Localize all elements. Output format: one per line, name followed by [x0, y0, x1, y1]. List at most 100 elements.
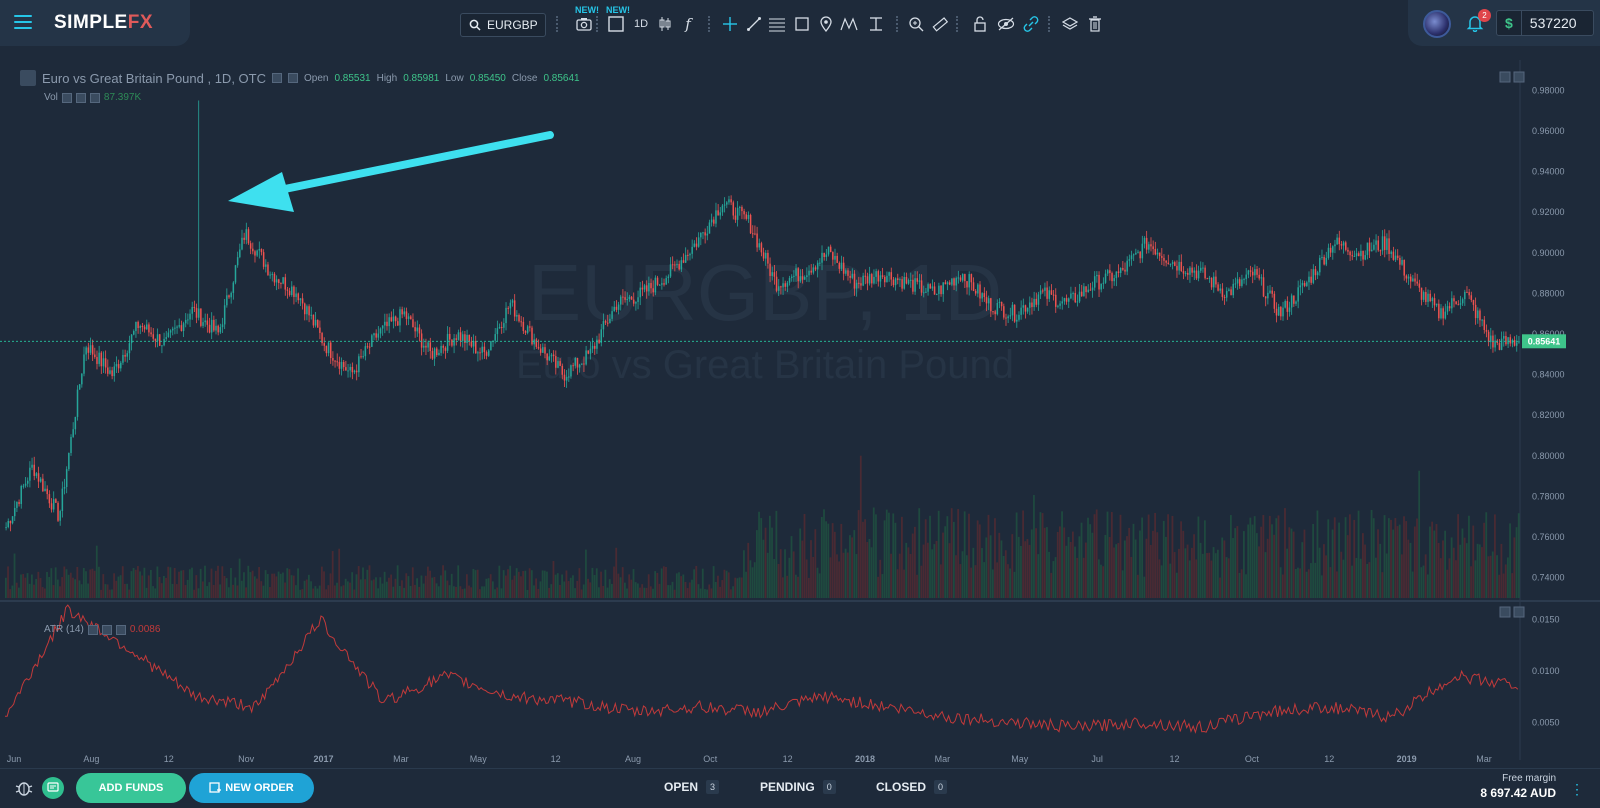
- balance-display[interactable]: $ 537220: [1496, 10, 1594, 36]
- tab-pending[interactable]: PENDING 0: [760, 780, 836, 794]
- volume-bar: [509, 565, 512, 598]
- add-funds-button[interactable]: ADD FUNDS: [76, 773, 186, 803]
- volume-bar: [1182, 530, 1185, 598]
- candle-body: [219, 327, 222, 333]
- function-icon[interactable]: f: [685, 15, 691, 33]
- visibility-icon[interactable]: [75, 92, 86, 103]
- rectangle-icon[interactable]: [792, 14, 812, 34]
- pin-icon[interactable]: [816, 14, 836, 34]
- candle-body: [232, 282, 235, 293]
- candle-body: [429, 342, 432, 352]
- candle-body: [1193, 270, 1196, 273]
- hamburger-icon[interactable]: [14, 15, 32, 29]
- chart-layout-icon[interactable]: [606, 14, 626, 34]
- volume-bar: [632, 569, 635, 598]
- volume-bar: [1128, 527, 1131, 598]
- candle-body: [1126, 260, 1128, 272]
- settings-icon[interactable]: [61, 92, 72, 103]
- more-icon[interactable]: ⋮: [1570, 781, 1584, 797]
- volume-bar: [67, 574, 70, 598]
- candle-body: [1254, 269, 1256, 276]
- volume-bar: [656, 572, 659, 598]
- ruler-icon[interactable]: [930, 14, 950, 34]
- trash-icon[interactable]: [1085, 14, 1105, 34]
- volume-bar: [269, 587, 271, 598]
- chart-symbol-icon[interactable]: [20, 70, 36, 86]
- volume-bar: [1511, 573, 1514, 598]
- symbol-search[interactable]: EURGBP: [460, 13, 546, 37]
- candle-body: [243, 237, 245, 240]
- volume-bar: [247, 565, 250, 598]
- candle-body: [154, 338, 157, 341]
- candle-body: [977, 284, 979, 294]
- bug-icon[interactable]: [14, 778, 34, 798]
- hide-icon[interactable]: [996, 14, 1016, 34]
- candle-body: [581, 363, 583, 365]
- zoom-icon[interactable]: [906, 14, 926, 34]
- volume-bar: [548, 587, 550, 598]
- volume-bar: [1184, 548, 1187, 598]
- candle-body: [970, 274, 973, 283]
- candle-body: [288, 290, 291, 296]
- candle-body: [427, 342, 429, 348]
- volume-bar: [435, 583, 438, 598]
- candle-body: [563, 374, 566, 381]
- settings-icon[interactable]: [271, 73, 282, 83]
- volume-bar: [162, 575, 165, 598]
- tab-open[interactable]: OPEN 3: [664, 780, 720, 794]
- pattern-icon[interactable]: [840, 14, 860, 34]
- candles-icon[interactable]: [655, 14, 675, 34]
- volume-bar: [963, 511, 966, 598]
- chat-icon[interactable]: [42, 777, 64, 799]
- layers-icon[interactable]: [1060, 14, 1080, 34]
- settings-icon[interactable]: [87, 624, 98, 635]
- volume-bar: [1374, 557, 1377, 598]
- close-icon[interactable]: [89, 92, 100, 103]
- volume-bar: [481, 586, 483, 598]
- volume-bar: [572, 575, 574, 598]
- volume-bar: [126, 583, 128, 598]
- candle-body: [464, 334, 466, 344]
- new-order-icon: [209, 782, 222, 793]
- volume-bar: [1398, 524, 1401, 598]
- text-icon[interactable]: [866, 14, 886, 34]
- candle-body: [1370, 249, 1373, 252]
- crosshair-icon[interactable]: [720, 14, 740, 34]
- candle-body: [169, 330, 172, 333]
- volume-bar: [1351, 565, 1353, 598]
- volume-bar: [240, 580, 243, 598]
- volume-bar: [238, 558, 241, 598]
- volume-bar: [688, 582, 691, 598]
- bell-icon[interactable]: [1466, 14, 1484, 33]
- candle-body: [723, 204, 726, 206]
- candle-body: [518, 315, 520, 322]
- candle-body: [258, 249, 261, 251]
- volume-bar: [647, 574, 650, 598]
- tab-closed[interactable]: CLOSED 0: [876, 780, 948, 794]
- candle-body: [676, 263, 678, 266]
- screenshot-icon[interactable]: [574, 14, 594, 34]
- avatar[interactable]: [1423, 10, 1451, 38]
- candle-body: [799, 276, 802, 282]
- interval-1d[interactable]: 1D: [633, 18, 649, 30]
- chart-area[interactable]: EURGBP, 1D Euro vs Great Britain Pound 0.…: [0, 50, 1600, 768]
- volume-bar: [1294, 568, 1297, 598]
- new-order-button[interactable]: NEW ORDER: [189, 773, 314, 803]
- logo[interactable]: SIMPLEFX: [54, 12, 153, 34]
- currency-symbol: $: [1505, 15, 1513, 31]
- visibility-icon[interactable]: [287, 73, 298, 83]
- candle-body: [669, 264, 672, 277]
- volume-bar: [929, 515, 931, 598]
- link-icon[interactable]: [1021, 14, 1041, 34]
- price-tick-label: 0.86000: [1532, 329, 1565, 339]
- close-icon[interactable]: [115, 624, 126, 635]
- lock-icon[interactable]: [970, 14, 990, 34]
- fib-icon[interactable]: [767, 14, 787, 34]
- volume-bar: [931, 549, 934, 598]
- candle-body: [1215, 276, 1217, 285]
- visibility-icon[interactable]: [101, 624, 112, 635]
- candle-body: [7, 520, 10, 528]
- trendline-icon[interactable]: [744, 14, 764, 34]
- candle-body: [1455, 301, 1457, 305]
